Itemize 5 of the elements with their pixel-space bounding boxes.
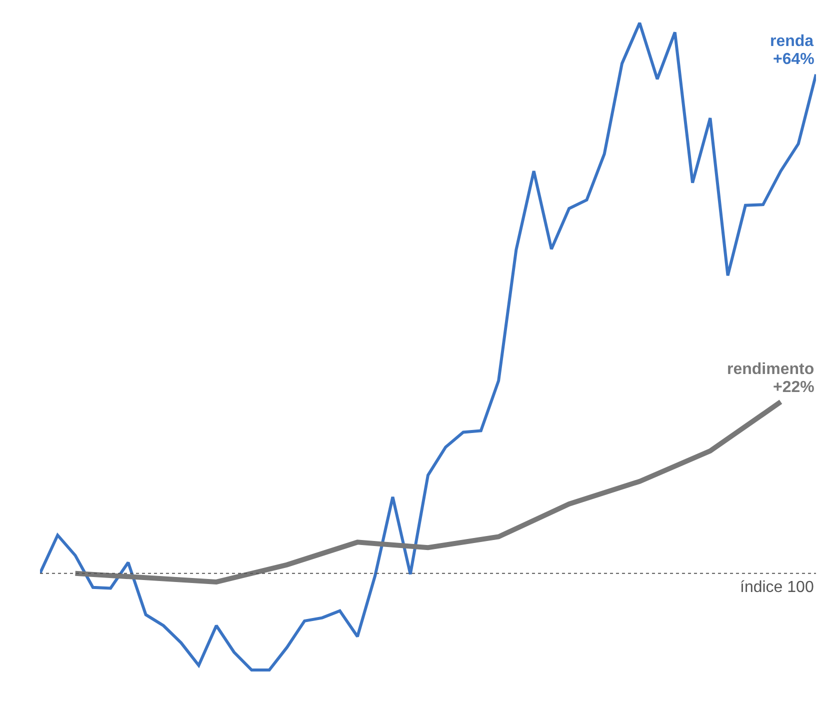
ref-line-label: índice 100 <box>740 579 814 596</box>
series-label: renda <box>770 33 814 50</box>
data-label: +22% <box>773 379 814 396</box>
text: rendimento <box>727 361 814 378</box>
data-label: +64% <box>773 51 814 68</box>
